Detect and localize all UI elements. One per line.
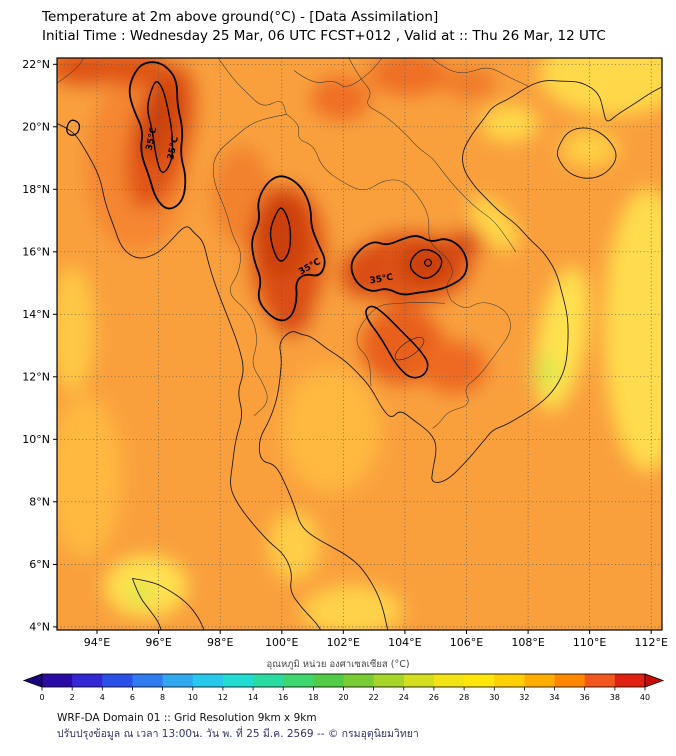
basemap-layer xyxy=(57,58,662,630)
contour-label: 35°C xyxy=(166,135,181,161)
map-layers xyxy=(57,58,662,630)
colorbar-tick-label: 40 xyxy=(640,693,650,702)
lon-tick-label: 112°E xyxy=(634,636,667,649)
colorbar-arrow-right xyxy=(644,673,665,688)
colorbar-tick-label: 26 xyxy=(429,693,439,702)
lat-tick-label: 6°N xyxy=(29,558,50,571)
colorbar-tick-label: 10 xyxy=(188,693,198,702)
colorbar-tick-label: 8 xyxy=(160,693,165,702)
contour-layer xyxy=(66,61,468,379)
colorbar: 0 2 4 6 8 10 12 14 16 18 20 22 24 26 28 30 32 34 36 38 40 xyxy=(22,673,665,702)
lon-tick-label: 96°E xyxy=(145,636,171,649)
contour-label: 35°C xyxy=(145,126,160,152)
colorbar-tick-label: 32 xyxy=(519,693,529,702)
header: Temperature at 2m above ground(°C) - [Da… xyxy=(0,0,676,50)
colorbar-tick-label: 16 xyxy=(278,693,288,702)
lat-tick-label: 12°N xyxy=(22,370,50,383)
map-frame xyxy=(56,57,663,631)
temperature-map: 35°C 35°C35°C35°C22°N20°N18°N16°N14°N12°N… xyxy=(22,57,668,649)
lon-tick-label: 106°E xyxy=(450,636,483,649)
map-subtitle: Initial Time : Wednesday 25 Mar, 06 UTC … xyxy=(42,28,606,44)
contour-label: 35°C xyxy=(369,272,394,286)
colorbar-tick-label: 20 xyxy=(338,693,348,702)
colorbar-tick-label: 36 xyxy=(580,693,590,702)
colorbar-tick-label: 2 xyxy=(70,693,75,702)
footer-update-info: ปรับปรุงข้อมูล ณ เวลา 13:00น. วัน พ. ที่… xyxy=(57,728,419,740)
colorbar-tick-label: 22 xyxy=(369,693,379,702)
colorbar-tick-label: 14 xyxy=(248,693,258,702)
lon-tick-label: 102°E xyxy=(327,636,360,649)
map-title: Temperature at 2m above ground(°C) - [Da… xyxy=(42,9,439,25)
lon-tick-label: 98°E xyxy=(207,636,233,649)
colorbar-tick-label: 38 xyxy=(610,693,620,702)
colorbar-arrow-left xyxy=(22,673,43,688)
colorbar-tick-label: 12 xyxy=(218,693,228,702)
colorbar-tick-label: 4 xyxy=(100,693,105,702)
lat-tick-label: 18°N xyxy=(22,183,50,196)
colorbar-tick-label: 28 xyxy=(459,693,469,702)
lat-tick-label: 10°N xyxy=(22,433,50,446)
footer: WRF-DA Domain 01 :: Grid Resolution 9km … xyxy=(57,710,676,742)
lat-tick-label: 16°N xyxy=(22,245,50,258)
lat-tick-label: 8°N xyxy=(29,495,50,508)
axis-labels: 22°N 20°N 18°N 16°N 14°N 12°N 10°N 8°N 6°N 4°N 94°… xyxy=(22,58,668,649)
lon-tick-label: 104°E xyxy=(388,636,421,649)
colorbar-tick-label: 0 xyxy=(39,693,44,702)
colorbar-tick-label: 18 xyxy=(308,693,318,702)
heat-layer xyxy=(57,58,662,630)
colorbar-section: อุณหภูมิ หน่วย องศาเซลเซียส (°C) 0 2 4 6 8 10… xyxy=(0,657,676,704)
lon-tick-label: 100°E xyxy=(265,636,298,649)
lat-tick-label: 22°N xyxy=(22,58,50,71)
colorbar-title: อุณหภูมิ หน่วย องศาเซลเซียส (°C) xyxy=(266,659,410,670)
lon-tick-label: 110°E xyxy=(573,636,606,649)
lon-tick-label: 108°E xyxy=(511,636,544,649)
colorbar-tick-label: 24 xyxy=(399,693,409,702)
lon-tick-label: 94°E xyxy=(84,636,110,649)
colorbar-tick-label: 34 xyxy=(549,693,559,702)
colorbar-tick-label: 30 xyxy=(489,693,499,702)
colorbar-tick-label: 6 xyxy=(130,693,135,702)
lat-tick-label: 4°N xyxy=(29,620,50,633)
footer-domain-info: WRF-DA Domain 01 :: Grid Resolution 9km … xyxy=(57,712,317,724)
lat-tick-label: 20°N xyxy=(22,120,50,133)
lat-tick-label: 14°N xyxy=(22,308,50,321)
